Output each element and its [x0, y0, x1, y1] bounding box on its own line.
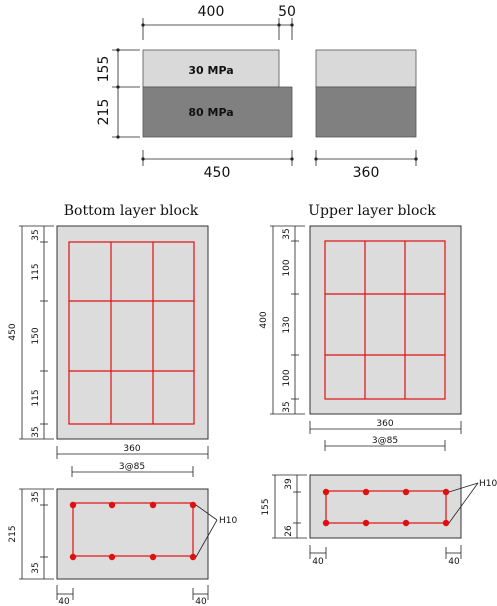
rebar-bar — [362, 519, 370, 527]
dot — [277, 23, 281, 27]
upper-block-title: Upper layer block — [308, 203, 436, 219]
dot — [314, 157, 318, 161]
dot — [141, 157, 145, 161]
bottom-plan-concrete — [56, 225, 209, 440]
bottom-block-title: Bottom layer block — [64, 203, 199, 219]
dim-40: 40 — [58, 597, 70, 606]
dim-35: 35 — [282, 228, 292, 239]
upper-block-plan: 35 100 130 100 35 400 360 3@85 — [259, 225, 462, 451]
upper-plan-rebar-outline — [324, 240, 446, 400]
side-upper-layer — [315, 49, 417, 88]
rebar-bar — [442, 519, 450, 527]
bottom-block-section: H10 35 35 215 40 40 — [8, 488, 237, 606]
rebar-bar — [402, 519, 410, 527]
dim-35: 35 — [31, 491, 41, 502]
label-80mpa: 80 MPa — [188, 106, 233, 119]
rebar-bar — [402, 488, 410, 496]
bottom-section-concrete — [56, 488, 209, 580]
leader-line — [195, 504, 218, 521]
dim-155: 155 — [261, 498, 271, 515]
leader-line — [195, 519, 218, 558]
rebar-bar — [442, 488, 450, 496]
dim-3at85: 3@85 — [119, 462, 145, 472]
bottom-section-stirrup — [72, 502, 194, 557]
rebar-bar — [69, 501, 77, 509]
label-h10: H10 — [219, 516, 237, 526]
dim-215: 215 — [96, 99, 112, 126]
dim-26: 26 — [284, 525, 294, 537]
rebar-bar — [322, 519, 330, 527]
dim-450: 450 — [204, 165, 231, 181]
dim-40: 40 — [312, 557, 324, 567]
dot — [414, 157, 418, 161]
dim-39: 39 — [284, 478, 294, 490]
upper-block-section: H10 39 26 155 40 40 — [261, 474, 497, 567]
dim-100: 100 — [282, 369, 292, 386]
dot — [116, 135, 120, 139]
dim-35: 35 — [31, 562, 41, 573]
leader-line — [448, 482, 479, 524]
dim-450: 450 — [8, 323, 18, 340]
rebar-bar — [69, 553, 77, 561]
dim-3at85: 3@85 — [372, 436, 398, 446]
dim-400: 400 — [198, 4, 225, 20]
dim-360: 360 — [353, 165, 380, 181]
rebar-bar — [322, 488, 330, 496]
label-h10: H10 — [479, 479, 497, 489]
dim-35: 35 — [31, 229, 41, 240]
dim-130: 130 — [282, 316, 292, 333]
dim-150: 150 — [31, 327, 41, 344]
upper-section-concrete — [309, 474, 462, 539]
dim-215: 215 — [8, 525, 18, 542]
dot — [116, 48, 120, 52]
rebar-bar — [189, 501, 197, 509]
leader-line — [448, 482, 479, 493]
elevation-view: 400 50 155 215 30 MPa 80 MPa 450 360 — [96, 4, 418, 181]
side-lower-layer — [315, 86, 417, 138]
rebar-bar — [108, 553, 116, 561]
dim-400: 400 — [259, 311, 269, 328]
dot — [141, 23, 145, 27]
dim-360: 360 — [123, 444, 140, 454]
rebar-bar — [108, 501, 116, 509]
rebar-bar — [149, 501, 157, 509]
dim-35: 35 — [282, 401, 292, 412]
dim-155: 155 — [96, 56, 112, 83]
bottom-plan-rebar-outline — [68, 241, 195, 425]
upper-plan-concrete — [309, 225, 462, 415]
label-30mpa: 30 MPa — [188, 64, 233, 77]
rebar-bar — [362, 488, 370, 496]
dot — [290, 23, 294, 27]
dim-40: 40 — [195, 597, 207, 606]
dot — [116, 85, 120, 89]
dim-100: 100 — [282, 259, 292, 276]
bottom-block-plan: 35 115 150 115 35 450 360 3@85 — [8, 225, 209, 477]
dim-40: 40 — [448, 557, 460, 567]
rebar-bar — [189, 553, 197, 561]
dim-115: 115 — [31, 389, 41, 406]
dot — [290, 157, 294, 161]
rebar-bar — [149, 553, 157, 561]
upper-layer-30mpa — [142, 49, 280, 88]
lower-layer-80mpa — [142, 86, 293, 138]
upper-section-stirrup — [325, 490, 447, 524]
dim-50: 50 — [278, 4, 296, 20]
dim-360: 360 — [376, 419, 393, 429]
dim-115: 115 — [31, 263, 41, 280]
dim-35: 35 — [31, 426, 41, 437]
